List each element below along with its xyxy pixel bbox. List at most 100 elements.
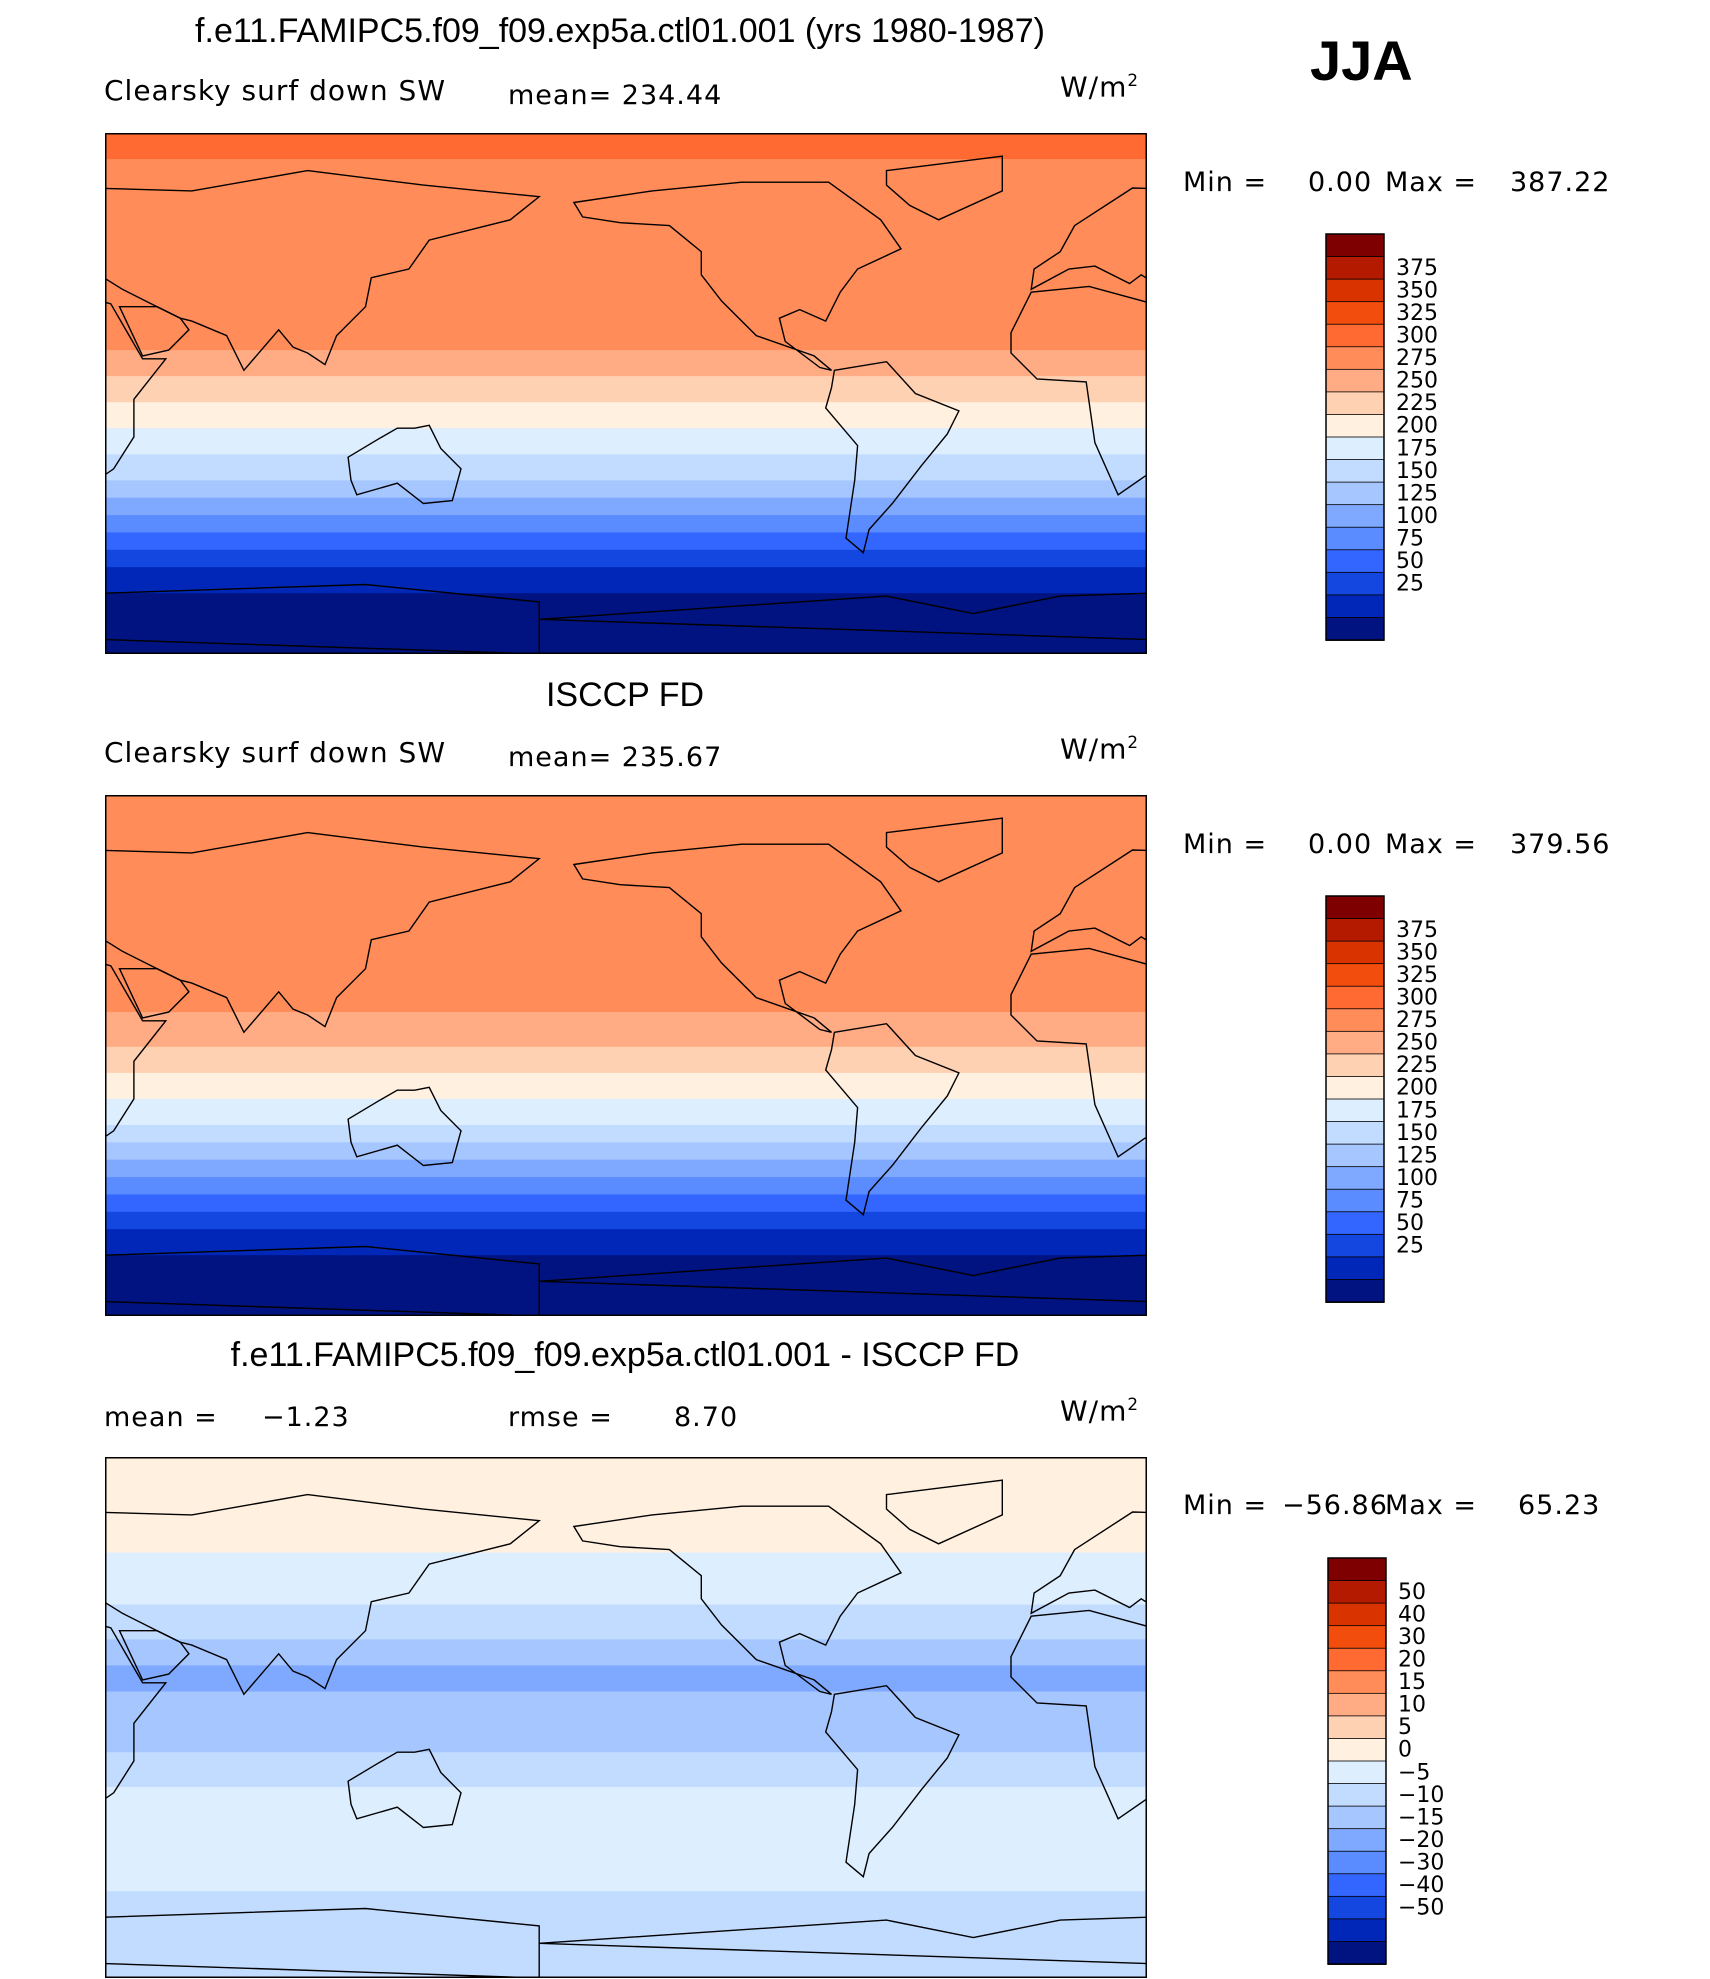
map-panel-2: [105, 795, 1147, 1316]
panel2-units: W/m2: [1060, 732, 1140, 766]
map3-band: [105, 1899, 1147, 1910]
map1-band: [105, 454, 1147, 464]
season-label: JJA: [1310, 29, 1413, 92]
colorbar3-tick-label: −40: [1398, 1873, 1444, 1898]
map2-band: [105, 881, 1147, 892]
map1-band: [105, 462, 1147, 473]
map1-band: [105, 593, 1147, 603]
map1-band: [105, 185, 1147, 195]
map2-band: [105, 951, 1147, 961]
panel2-min-label: Min =: [1183, 829, 1268, 860]
map3-band: [105, 1934, 1147, 1944]
colorbar2-swatch-5: [1325, 1008, 1385, 1033]
colorbar1-tick-label: 350: [1396, 278, 1438, 303]
map1-band: [105, 228, 1147, 238]
map1-band: [105, 436, 1147, 447]
colorbar2-tick-label: 325: [1396, 963, 1438, 988]
map3-band: [105, 1587, 1147, 1597]
map1-band: [105, 532, 1147, 542]
colorbar1-swatch-12: [1325, 504, 1385, 529]
colorbar1-frame: [1325, 233, 1385, 641]
colorbar3-swatch-12: [1327, 1828, 1387, 1853]
map2-band: [105, 864, 1147, 874]
map2-band: [105, 1107, 1147, 1117]
panel3-min-label: Min =: [1183, 1490, 1268, 1521]
map1-coastline: [105, 583, 540, 654]
map2-band: [105, 1046, 1147, 1057]
colorbar1-swatch-13: [1325, 526, 1385, 551]
map2-band: [105, 1003, 1147, 1013]
panel2-mean-label: mean= 235.67: [508, 742, 723, 773]
colorbar1-tick-label: 250: [1396, 369, 1438, 394]
map1-band: [105, 271, 1147, 282]
map1-band: [105, 376, 1147, 386]
map1-band: [105, 297, 1147, 308]
panel1-mean-label: mean= 234.44: [508, 80, 723, 111]
colorbar1-tick-label: 25: [1396, 572, 1424, 597]
colorbar2-swatch-17: [1325, 1279, 1385, 1303]
colorbar2-tick-label: 25: [1396, 1234, 1424, 1259]
map2-band: [105, 1055, 1147, 1065]
map2-coastline: [1010, 947, 1147, 1158]
map1-band: [105, 245, 1147, 256]
colorbar2-swatch-15: [1325, 1233, 1385, 1258]
colorbar3-swatch-13: [1327, 1850, 1387, 1875]
colorbar2-swatch-2: [1325, 940, 1385, 965]
map2-band: [105, 1098, 1147, 1109]
colorbar1-tick-label: 325: [1396, 301, 1438, 326]
map1-coastline: [118, 305, 190, 357]
colorbar1-swatch-4: [1325, 323, 1385, 348]
map1-band: [105, 159, 1147, 169]
map3-coastline: [118, 1629, 190, 1681]
map2-band: [105, 873, 1147, 883]
map3-band: [105, 1813, 1147, 1823]
map2-coastline: [824, 1022, 960, 1216]
map3-band: [105, 1561, 1147, 1571]
map3-band: [105, 1786, 1147, 1797]
colorbar3-swatch-6: [1327, 1692, 1387, 1717]
map2-band: [105, 838, 1147, 848]
map3-band: [105, 1465, 1147, 1475]
map3-band: [105, 1917, 1147, 1927]
panel3-rmse-label: rmse =: [508, 1402, 613, 1433]
colorbar3-tick-label: −15: [1398, 1805, 1444, 1830]
map3-band: [105, 1839, 1147, 1849]
colorbar2-swatch-1: [1325, 918, 1385, 943]
colorbar1-tick-label: 300: [1396, 324, 1438, 349]
map2-band: [105, 1289, 1147, 1300]
map2-band: [105, 1124, 1147, 1135]
colorbar2-swatch-0: [1325, 895, 1385, 920]
map2-band: [105, 1307, 1147, 1316]
colorbar1-swatch-10: [1325, 459, 1385, 484]
panel3-min-value: −56.86: [1282, 1490, 1388, 1521]
map1-band: [105, 601, 1147, 612]
map2-band: [105, 994, 1147, 1004]
map1-band: [105, 575, 1147, 586]
map3-band: [105, 1856, 1147, 1866]
colorbar3-tick-label: 0: [1398, 1738, 1412, 1763]
colorbar2-tick-label: 225: [1396, 1053, 1438, 1078]
colorbar1-swatch-5: [1325, 346, 1385, 371]
panel2-title: ISCCP FD: [545, 676, 705, 714]
colorbar2-swatch-10: [1325, 1121, 1385, 1146]
map1-band: [105, 280, 1147, 290]
colorbar2-tick-label: 75: [1396, 1189, 1424, 1214]
map1-band: [105, 306, 1147, 316]
colorbar1-tick-label: 75: [1396, 527, 1424, 552]
panel3-title: f.e11.FAMIPC5.f09_f09.exp5a.ctl01.001 - …: [230, 1336, 1020, 1374]
colorbar2-tick-label: 50: [1396, 1211, 1424, 1236]
map2-coastline: [347, 1086, 462, 1167]
map3-band: [105, 1760, 1147, 1771]
map1-band: [105, 645, 1147, 654]
colorbar3-tick-label: 30: [1398, 1625, 1426, 1650]
colorbar3-swatch-15: [1327, 1895, 1387, 1920]
map1-band: [105, 584, 1147, 594]
map1-band: [105, 367, 1147, 377]
map2-band: [105, 812, 1147, 822]
map3-band: [105, 1882, 1147, 1892]
map2-coastline: [572, 843, 903, 1033]
map2-band: [105, 1211, 1147, 1222]
colorbar2-swatch-3: [1325, 963, 1385, 988]
colorbar2-tick-label: 150: [1396, 1121, 1438, 1146]
map3-band: [105, 1708, 1147, 1719]
